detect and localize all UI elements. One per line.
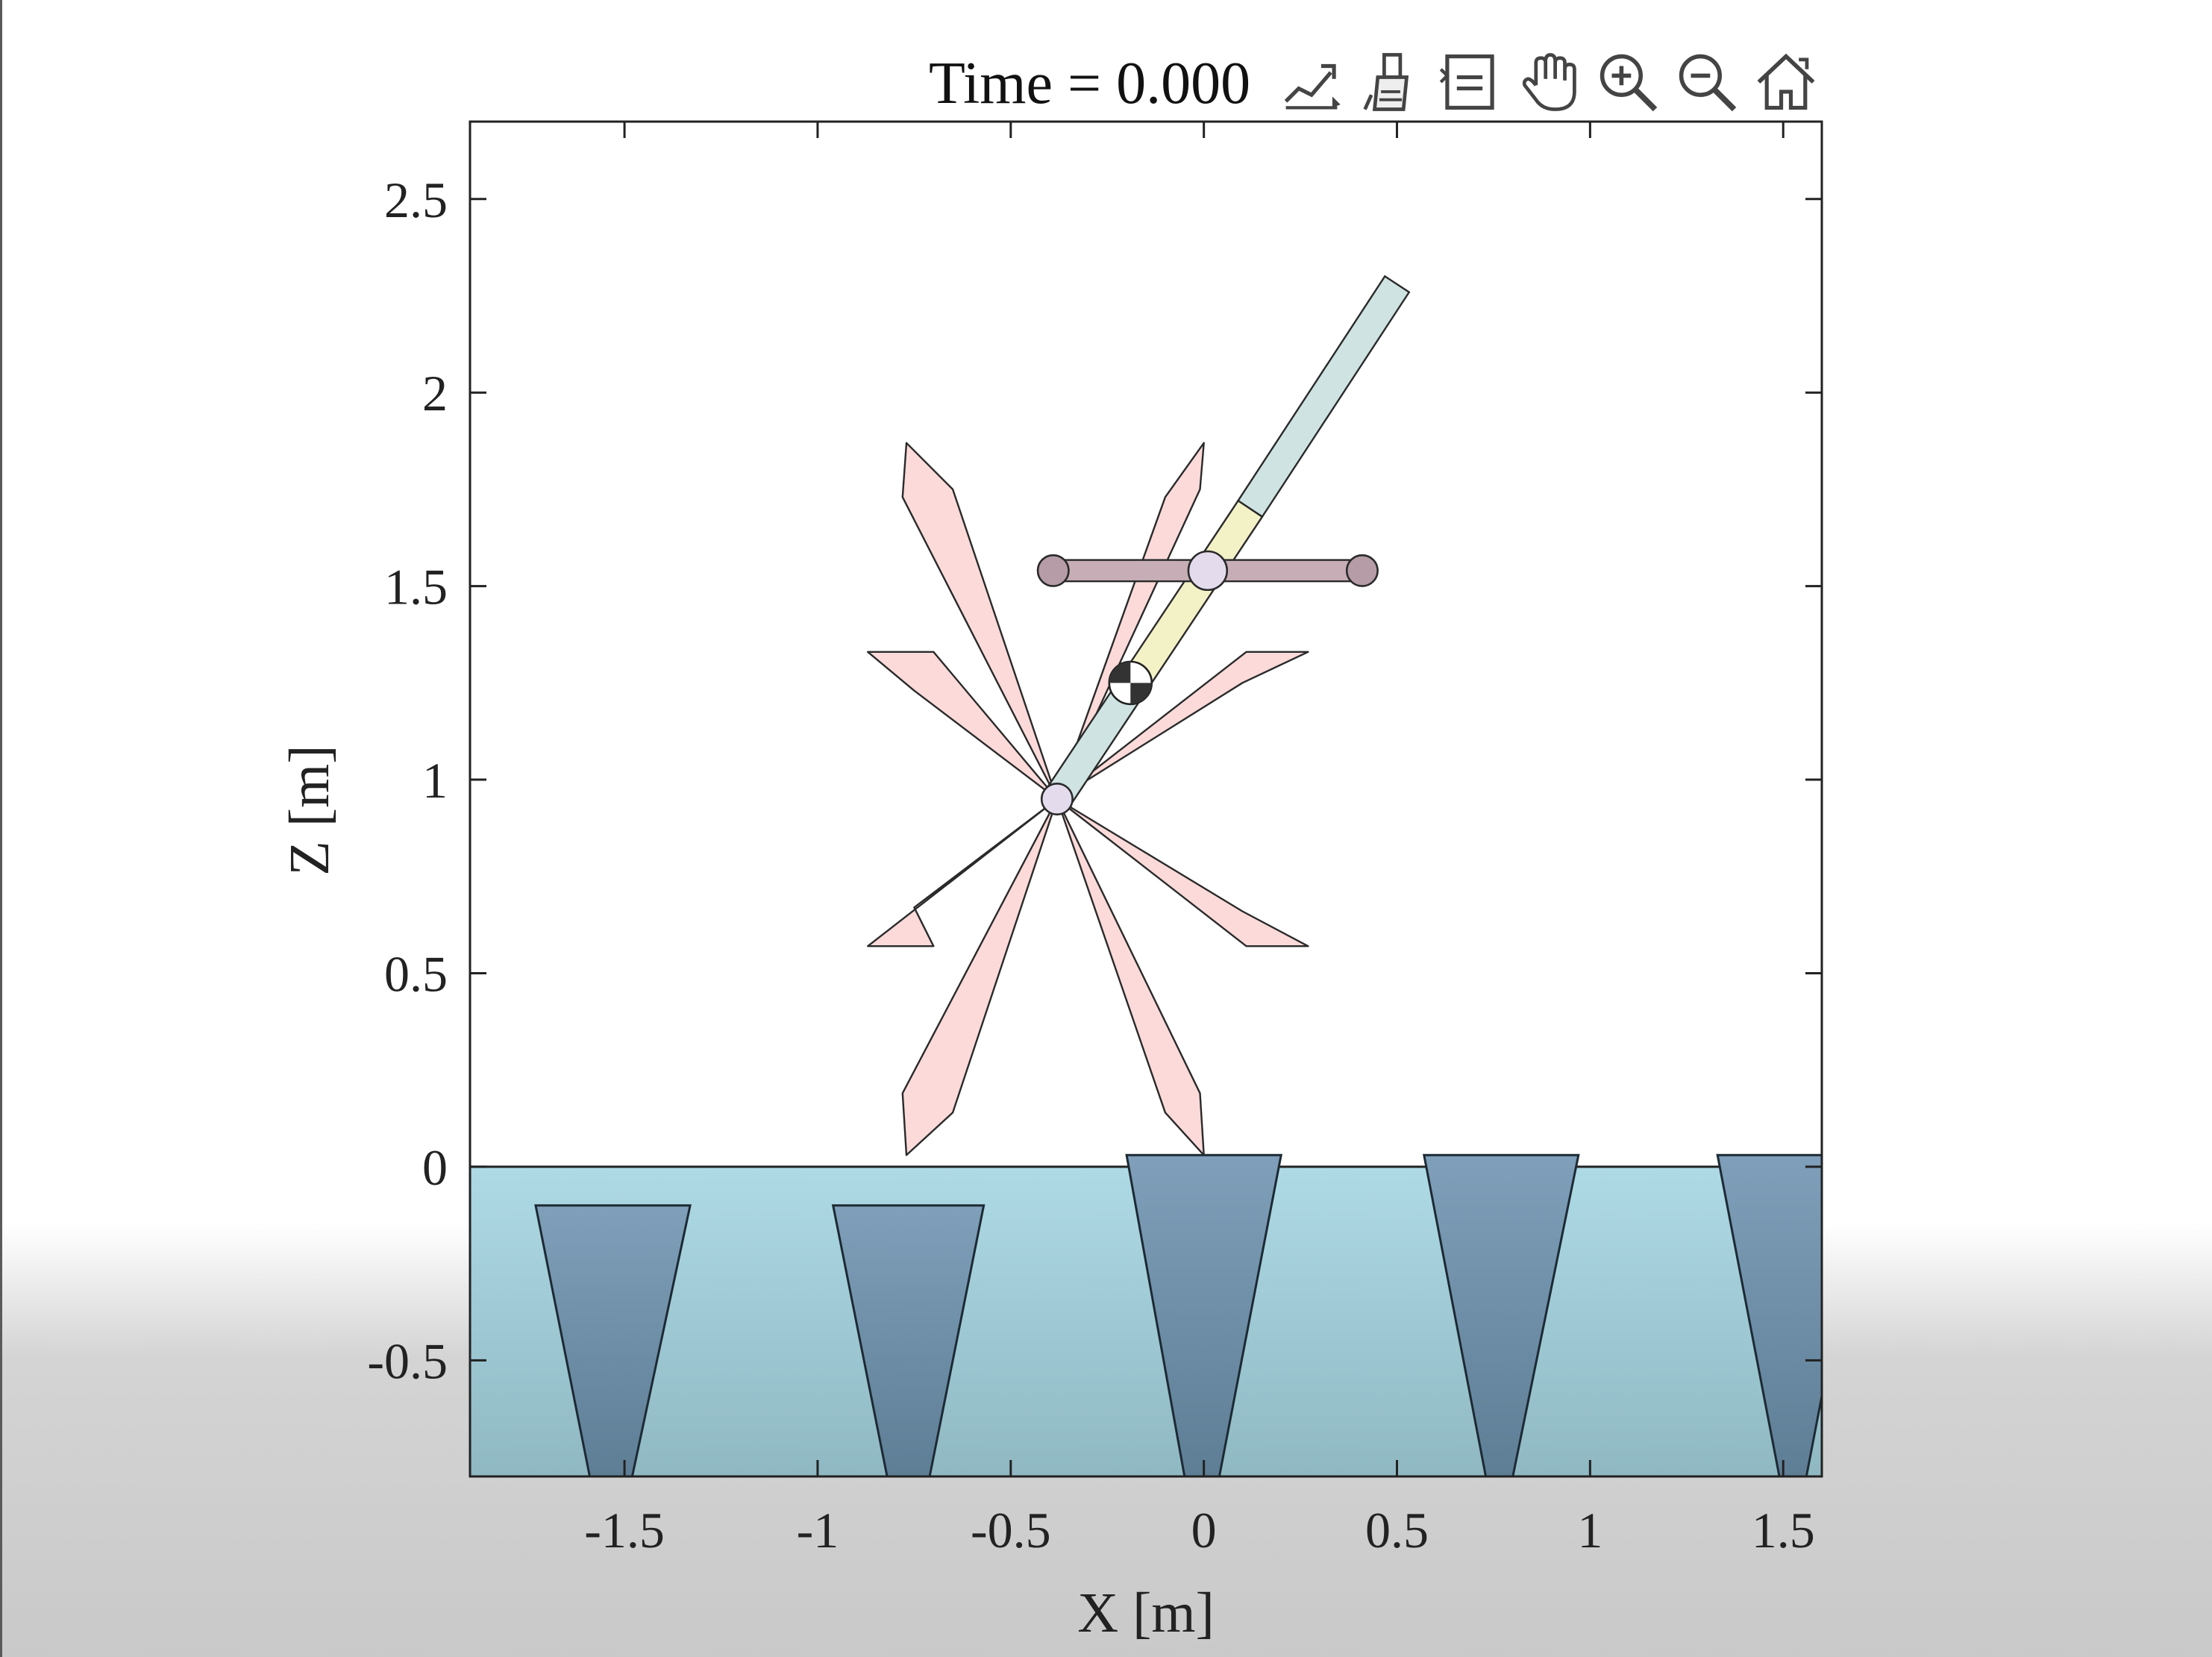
joint-0 (1036, 554, 1070, 587)
wheel-blade-1 (901, 442, 1059, 801)
x-tick-label: -1 (797, 1502, 839, 1559)
pan-button[interactable] (1513, 46, 1585, 118)
obstacle-2 (1125, 1153, 1283, 1476)
wheel-blade-3 (1056, 651, 1309, 801)
x-tick-label: 0.5 (1365, 1502, 1429, 1559)
obstacle-0 (534, 1204, 692, 1476)
com-quadrant-br (1130, 683, 1152, 704)
y-tick-label: 2.5 (384, 172, 448, 228)
export-icon (1284, 63, 1341, 110)
y-tick-label: -0.5 (367, 1332, 448, 1389)
wheel-blade-0 (866, 651, 1059, 801)
zoom-in-icon (1600, 54, 1658, 112)
y-tick-label: 1.5 (384, 559, 448, 615)
window-edge (0, 0, 2, 1657)
home-button[interactable] (1750, 46, 1822, 118)
obstacle-1 (831, 1204, 986, 1476)
y-tick-label: 0.5 (384, 945, 448, 1002)
datatips-icon (1439, 54, 1494, 110)
center-of-mass-marker (1108, 660, 1153, 706)
home-icon (1757, 53, 1815, 110)
axes-frame (469, 120, 1823, 1478)
wheel-blade-7 (866, 798, 1059, 947)
joint-2 (1187, 550, 1229, 592)
joint-1 (1345, 554, 1379, 587)
wheel-blade-2 (1056, 442, 1205, 801)
zoom-out-button[interactable] (1671, 46, 1743, 118)
x-tick-label: -1.5 (584, 1502, 665, 1559)
x-tick-label: 1.5 (1752, 1502, 1815, 1559)
x-tick-label: 0 (1191, 1502, 1217, 1559)
pan-hand-icon (1522, 53, 1576, 111)
brush-icon (1363, 53, 1409, 111)
figure-title: Time = 0.000 (929, 51, 1251, 116)
obstacle-4 (1716, 1153, 1822, 1476)
y-tick-label: 2 (422, 365, 448, 422)
axes-toolbar (1276, 45, 1822, 119)
export-button[interactable] (1276, 46, 1347, 118)
joint-3 (1040, 782, 1074, 816)
x-axis-label: X [m] (1077, 1582, 1215, 1644)
brush-button[interactable] (1355, 46, 1426, 118)
com-quadrant-tl (1109, 661, 1131, 683)
wheel-blade-6 (901, 798, 1059, 1156)
y-tick-label: 1 (422, 752, 448, 809)
zoom-out-icon (1679, 54, 1737, 112)
x-tick-label: 1 (1577, 1502, 1602, 1559)
datatips-button[interactable] (1434, 46, 1506, 118)
y-axis-label: Z [m] (278, 745, 341, 875)
x-tick-label: -0.5 (971, 1502, 1051, 1559)
obstacle-3 (1422, 1153, 1580, 1476)
wheel-blade-5 (1056, 798, 1205, 1156)
zoom-in-button[interactable] (1592, 46, 1664, 118)
wheel-blade-4 (1056, 798, 1309, 947)
y-tick-label: 0 (422, 1139, 448, 1196)
